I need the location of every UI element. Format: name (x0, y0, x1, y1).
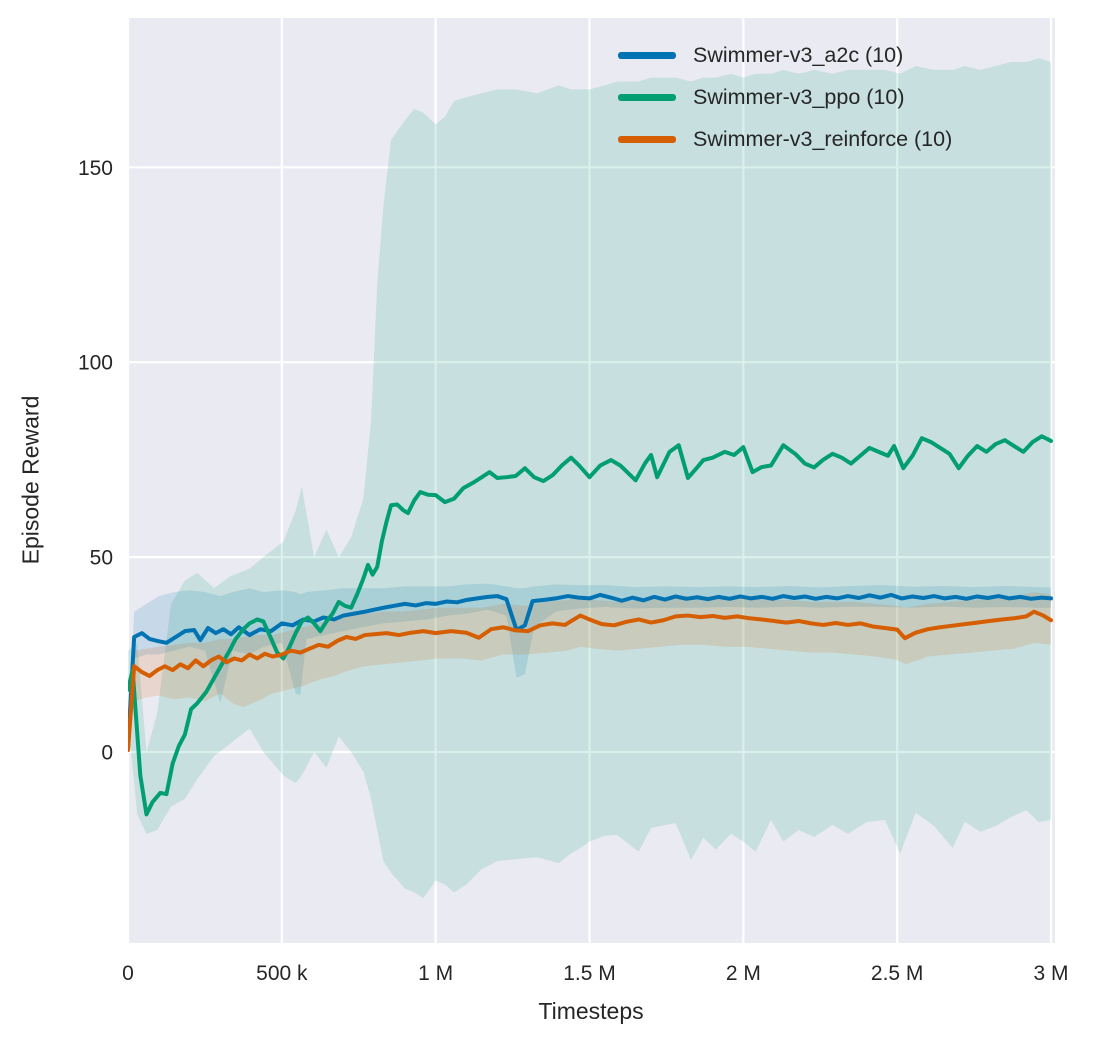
line-a2c (128, 592, 1054, 751)
legend-label-reinforce: Swimmer-v3_reinforce (10) (693, 127, 953, 151)
x-tick-label: 500 k (256, 962, 308, 985)
x-tick-label: 2.5 M (871, 962, 924, 985)
legend-label-a2c: Swimmer-v3_a2c (10) (693, 43, 904, 67)
legend: Swimmer-v3_a2c (10) Swimmer-v3_ppo (10) … (618, 40, 952, 155)
legend-item-ppo: Swimmer-v3_ppo (10) (618, 82, 952, 113)
x-tick-label: 2 M (726, 962, 761, 985)
y-tick-label: 150 (78, 157, 113, 180)
y-axis-label: Episode Reward (17, 395, 44, 565)
legend-line-swatch-reinforce (618, 136, 676, 143)
x-tick-label: 3 M (1033, 962, 1068, 985)
y-tick-label: 100 (78, 352, 113, 375)
legend-item-a2c: Swimmer-v3_a2c (10) (618, 40, 952, 71)
legend-label-ppo: Swimmer-v3_ppo (10) (693, 85, 905, 109)
x-tick-label: 0 (122, 962, 134, 985)
line-reinforce (128, 609, 1054, 753)
line-ppo (128, 434, 1054, 817)
legend-line-swatch-ppo (618, 94, 676, 101)
band-reinforce (128, 592, 1052, 752)
y-tick-label: 50 (90, 547, 113, 570)
x-tick-label: 1.5 M (563, 962, 616, 985)
legend-item-reinforce: Swimmer-v3_reinforce (10) (618, 124, 952, 155)
x-axis-label: Timesteps (538, 998, 644, 1024)
y-tick-label: 0 (101, 741, 113, 764)
band-a2c (128, 583, 1052, 752)
legend-line-swatch-a2c (618, 52, 676, 59)
x-tick-label: 1 M (418, 962, 453, 985)
